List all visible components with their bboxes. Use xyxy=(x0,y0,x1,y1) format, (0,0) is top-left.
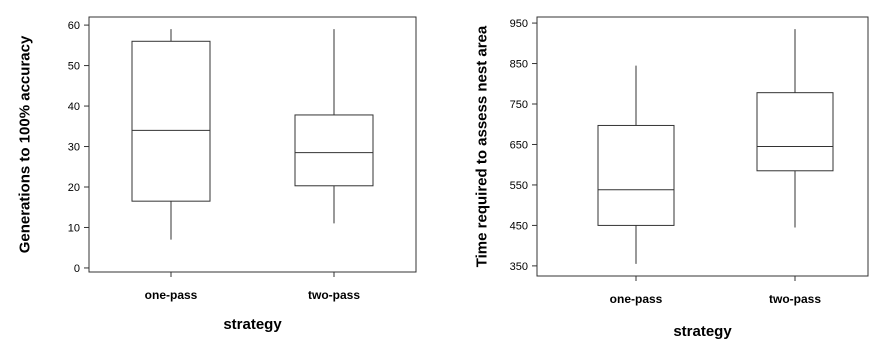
y-tick-label: 850 xyxy=(510,59,528,71)
x-axis: one-pass two-pass xyxy=(610,276,821,306)
y-tick-label: 0 xyxy=(74,263,80,275)
x-axis-title: strategy xyxy=(673,323,732,340)
x-tick-label: two-pass xyxy=(769,292,821,306)
chart-generations: 0 10 20 30 40 50 60 one-pass two-pass Generatio… xyxy=(16,16,417,333)
y-tick-label: 30 xyxy=(68,142,80,154)
iqr-box xyxy=(294,114,374,187)
iqr-box xyxy=(756,92,834,172)
box-two-pass xyxy=(756,29,834,228)
y-axis-title: Generations to 100% accuracy xyxy=(16,35,33,253)
box-two-pass xyxy=(294,29,374,224)
y-tick-label: 350 xyxy=(510,261,528,273)
y-tick-label: 10 xyxy=(68,222,80,234)
y-tick-label: 40 xyxy=(68,101,80,113)
y-tick-label: 750 xyxy=(510,99,528,111)
chart-time: 350 450 550 650 750 850 950 one-pass two-pass T… xyxy=(473,16,869,340)
x-tick-label: one-pass xyxy=(610,292,663,306)
y-tick-label: 650 xyxy=(510,139,528,151)
y-tick-label: 450 xyxy=(510,220,528,232)
y-tick-label: 50 xyxy=(68,61,80,73)
x-axis: one-pass two-pass xyxy=(145,272,360,302)
plot-frame xyxy=(536,16,869,277)
y-tick-label: 950 xyxy=(510,18,528,30)
x-tick-label: one-pass xyxy=(145,288,198,302)
y-tick-label: 20 xyxy=(68,182,80,194)
y-axis: 350 450 550 650 750 850 950 xyxy=(510,18,537,273)
y-axis-title: Time required to assess nest area xyxy=(473,25,490,267)
boxes xyxy=(597,29,834,264)
boxes xyxy=(131,29,374,240)
iqr-box xyxy=(131,40,211,202)
y-axis: 0 10 20 30 40 50 60 xyxy=(68,20,89,275)
box-one-pass xyxy=(131,29,211,240)
plot-frame xyxy=(88,16,417,273)
x-tick-label: two-pass xyxy=(308,288,360,302)
y-tick-label: 550 xyxy=(510,180,528,192)
x-axis-title: strategy xyxy=(223,316,282,333)
box-one-pass xyxy=(597,65,675,264)
iqr-box xyxy=(597,124,675,226)
y-tick-label: 60 xyxy=(68,20,80,32)
